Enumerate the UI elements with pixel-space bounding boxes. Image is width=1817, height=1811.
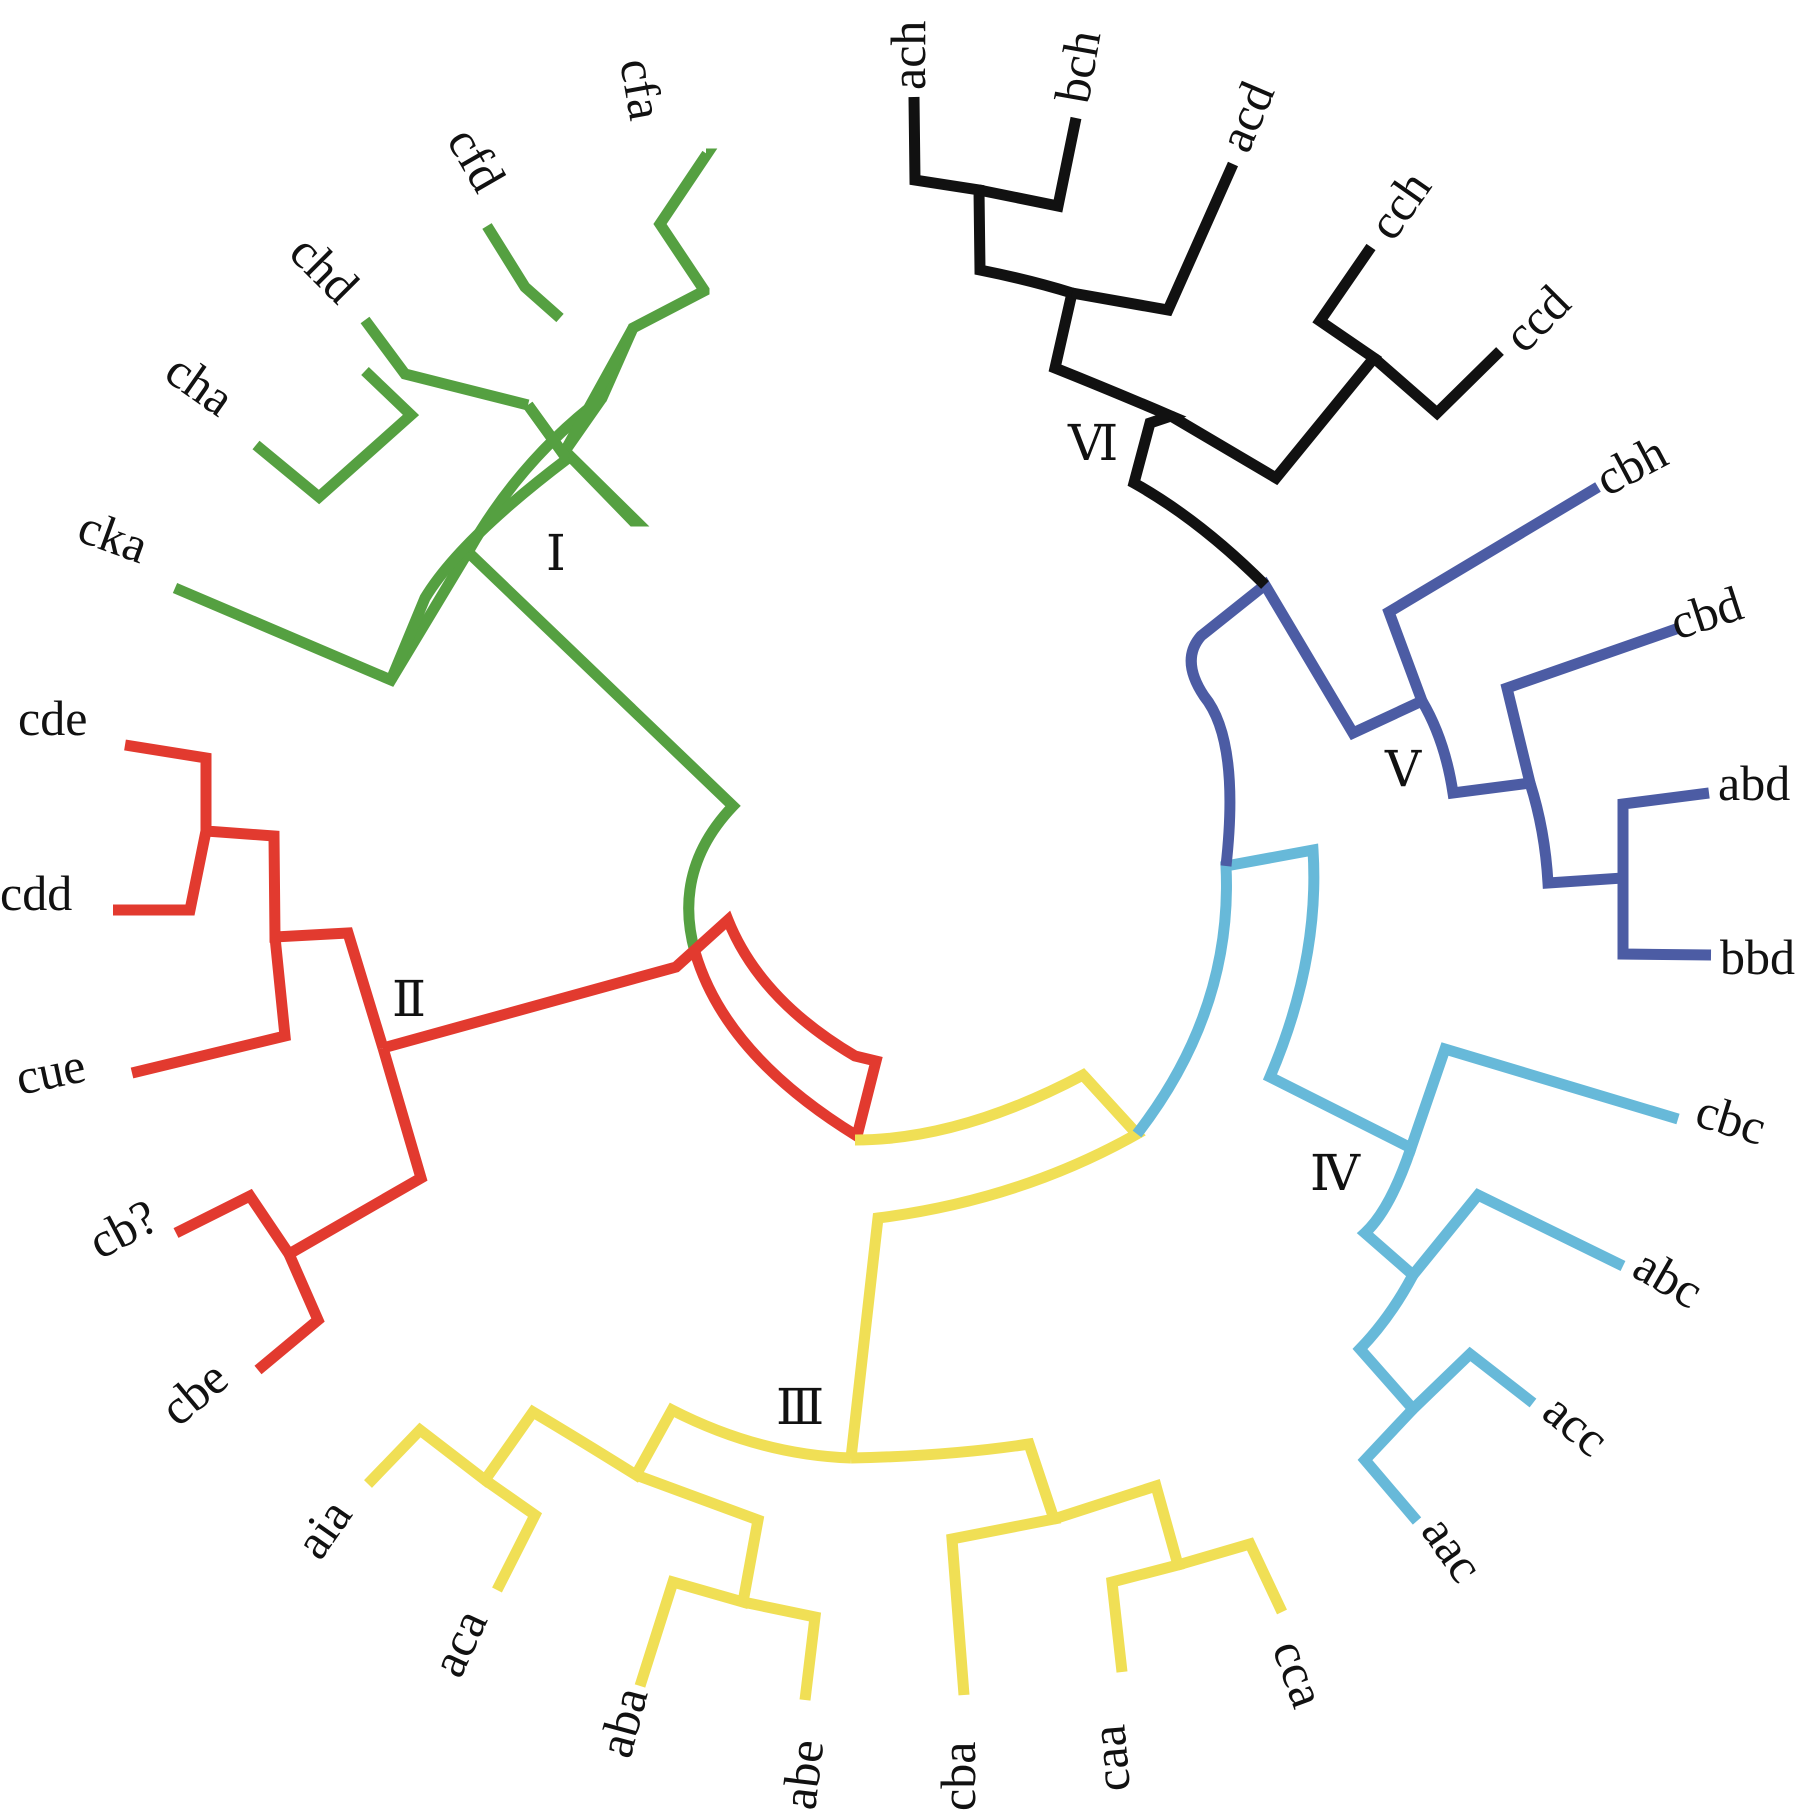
- branch: [463, 148, 718, 555]
- leaf-label: ach: [880, 21, 936, 90]
- clade-label-ii: Ⅱ: [392, 971, 426, 1027]
- leaf-label: ccd: [1492, 274, 1581, 363]
- branch: [113, 829, 212, 916]
- branch: [977, 116, 1082, 213]
- branch: [1176, 1537, 1287, 1615]
- leaf-label: aca: [419, 1601, 498, 1685]
- leaf-label: acc: [1533, 1382, 1620, 1468]
- leaf-label: cb?: [79, 1188, 167, 1270]
- leaf-label: cch: [1356, 160, 1442, 249]
- branch: [1052, 1479, 1185, 1673]
- branch: [1352, 1272, 1537, 1417]
- branch: [360, 316, 530, 411]
- branch: [172, 543, 741, 954]
- clade-vi-branches: [908, 96, 1504, 589]
- leaf-label: cca: [1262, 1633, 1337, 1715]
- branch: [845, 1068, 1146, 1459]
- leaf-label: bch: [1044, 26, 1112, 107]
- leaf-label: chd: [279, 223, 370, 314]
- clade-label-iii: Ⅲ: [776, 1379, 824, 1435]
- branch: [381, 910, 883, 1145]
- branch: [908, 96, 1269, 589]
- branch: [1370, 347, 1504, 421]
- leaf-label: caa: [1079, 1723, 1141, 1794]
- branch: [385, 401, 575, 683]
- branch: [1357, 1405, 1422, 1525]
- leaf-label: aia: [283, 1488, 362, 1568]
- leaf-label: cfd: [436, 118, 516, 201]
- branch: [252, 367, 420, 505]
- leaf-label: cba: [930, 1742, 986, 1811]
- leaf-label: abd: [1718, 755, 1790, 811]
- branch: [1417, 622, 1681, 800]
- clade-i-branches: [172, 148, 741, 954]
- leaf-label: cue: [11, 1037, 91, 1106]
- clade-iii-branches: [364, 1068, 1287, 1701]
- leaf-label: cbc: [1690, 1082, 1773, 1156]
- branch: [1356, 1146, 1626, 1283]
- leaf-label: aac: [1411, 1505, 1495, 1592]
- branch: [850, 1437, 1062, 1696]
- clade-v-branches: [1185, 482, 1712, 961]
- branch: [482, 223, 564, 323]
- leaf-label: cdd: [0, 865, 72, 921]
- branch: [741, 1596, 822, 1701]
- leaf-label: cbh: [1586, 423, 1676, 506]
- branch: [1617, 878, 1712, 961]
- branch: [557, 325, 650, 527]
- branch: [1185, 482, 1601, 867]
- leaf-label: abe: [770, 1737, 834, 1811]
- leaf-label: cde: [18, 690, 87, 746]
- branch: [1071, 161, 1239, 317]
- branch: [364, 1402, 852, 1488]
- clade-label-vi: Ⅵ: [1067, 415, 1118, 471]
- branch: [124, 739, 389, 1050]
- clade-label-i: Ⅰ: [546, 525, 566, 581]
- branch: [1132, 843, 1680, 1156]
- clade-label-v: Ⅴ: [1384, 741, 1422, 797]
- branch: [130, 936, 291, 1079]
- branch: [173, 1046, 428, 1262]
- clade-iv-branches: [1132, 843, 1680, 1525]
- branch: [481, 1475, 543, 1593]
- leaf-label: abc: [1625, 1236, 1713, 1319]
- clade-label-iv: Ⅳ: [1310, 1145, 1361, 1201]
- leaf-label: bbd: [1720, 929, 1795, 985]
- branch: [523, 401, 572, 463]
- leaf-label: cfa: [609, 54, 675, 124]
- branch: [1168, 243, 1383, 486]
- leaf-label: cbe: [149, 1349, 238, 1437]
- branch: [634, 1469, 765, 1688]
- leaf-label: cka: [71, 498, 155, 574]
- leaf-label: acd: [1207, 74, 1286, 160]
- branch: [1078, 1071, 1142, 1138]
- branch: [1524, 781, 1710, 889]
- branch: [254, 1251, 325, 1375]
- leaf-label: cha: [156, 341, 245, 427]
- clade-ii-branches: [113, 739, 883, 1375]
- leaf-label: cbd: [1663, 575, 1749, 651]
- leaf-label: aba: [587, 1681, 659, 1763]
